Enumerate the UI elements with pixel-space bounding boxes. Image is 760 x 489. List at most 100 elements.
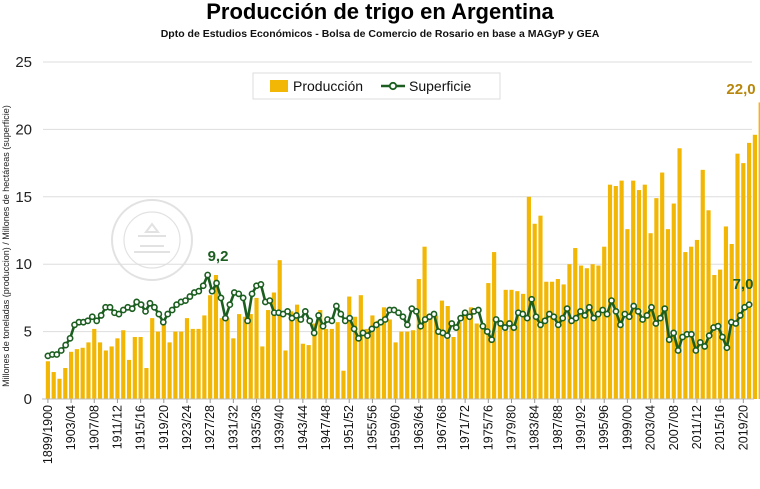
production-bar [155,331,161,399]
production-bar [480,327,485,399]
production-bar [167,342,172,399]
x-tick-label: 1927/28 [203,405,217,450]
area-point [665,336,673,344]
x-tick-label: 1919/20 [157,405,171,450]
production-bar [689,246,694,399]
area-point [301,307,309,315]
area-point [53,351,61,358]
area-point [452,324,460,331]
x-tick-label: 1939/40 [273,405,287,450]
area-point [284,307,291,315]
production-bar [68,351,74,399]
area-point [639,316,646,323]
x-tick-label: 1983/84 [528,405,542,450]
area-point [168,306,176,314]
x-tick-label: 1899/1900 [41,405,55,464]
area-point [66,334,74,342]
production-bar [103,350,108,399]
production-bar [596,265,601,399]
production-bar [283,350,288,399]
x-tick-label: 1907/08 [87,405,101,450]
area-point [142,307,149,315]
area-point [346,314,354,322]
area-point [519,310,527,318]
area-point [603,310,611,318]
production-bar [312,323,317,399]
production-bar [439,300,445,399]
production-bar [80,347,85,399]
area-point [239,294,247,302]
production-bar [266,310,271,399]
production-bar [463,310,468,399]
x-tick-label: 1935/36 [250,405,264,450]
area-point [350,325,358,333]
legend-swatch-production [270,80,288,92]
area-point [510,324,518,331]
x-tick-label: 1995/96 [597,405,611,450]
area-point [719,333,726,341]
area-point [319,322,327,330]
area-point [226,301,234,309]
production-bar [260,346,265,399]
area-point [217,294,225,302]
production-bar [254,297,259,399]
x-tick-label: 2007/08 [667,405,681,450]
production-bar [51,372,56,399]
area-point [745,301,753,309]
production-bar [184,318,190,399]
y-axis-label: Millones de toneladas (produccion) / Mil… [1,105,11,387]
area-point [57,347,65,354]
production-bar [486,283,491,399]
area-point [692,347,700,354]
area-point [643,312,651,319]
x-tick-label: 1955/56 [365,405,379,450]
production-bar [376,320,381,399]
production-bar [648,233,653,399]
production-bar [97,342,103,399]
area-point [293,312,300,319]
production-bar [213,274,219,399]
production-bar [92,328,97,399]
area-point [732,320,740,327]
area-point [630,302,638,310]
legend: Producción Superficie [252,72,501,100]
y-tick-label: 25 [15,54,32,71]
production-bar [318,310,323,399]
x-tick-label: 2003/04 [644,405,658,450]
production-bar [86,342,91,399]
area-point [532,313,540,321]
area-point [88,313,96,321]
production-bar [683,252,688,399]
x-axis: 1899/1900 1903/04 1907/08 1911/12 1915/16 191… [41,399,750,464]
area-point [714,322,722,330]
area-point [62,341,70,349]
area-point [315,312,323,319]
production-bar [190,328,195,399]
production-bar [196,328,201,399]
production-bar [144,367,149,399]
production-bar [208,295,213,399]
x-tick-label: 1987/88 [551,405,565,450]
production-bar [179,331,184,399]
production-bar [642,184,647,399]
area-point [559,314,567,322]
production-bar [45,361,50,399]
area-point [208,287,216,295]
area-point [204,271,212,279]
area-point [541,317,549,325]
x-tick-label: 1915/16 [134,405,148,450]
production-bar [138,336,143,399]
production-bar [607,184,613,399]
production-bar [399,331,404,399]
chart-subtitle: Dpto de Estudios Económicos - Bolsa de C… [161,28,600,40]
production-bar [63,367,68,399]
production-bar [306,345,311,399]
area-point [705,332,713,340]
production-bar [364,328,369,399]
x-tick-label: 1951/52 [342,405,356,450]
x-tick-label: 1999/00 [620,405,634,450]
area-point [417,322,425,330]
production-bar [613,186,618,399]
x-tick-label: 1903/04 [64,405,78,450]
